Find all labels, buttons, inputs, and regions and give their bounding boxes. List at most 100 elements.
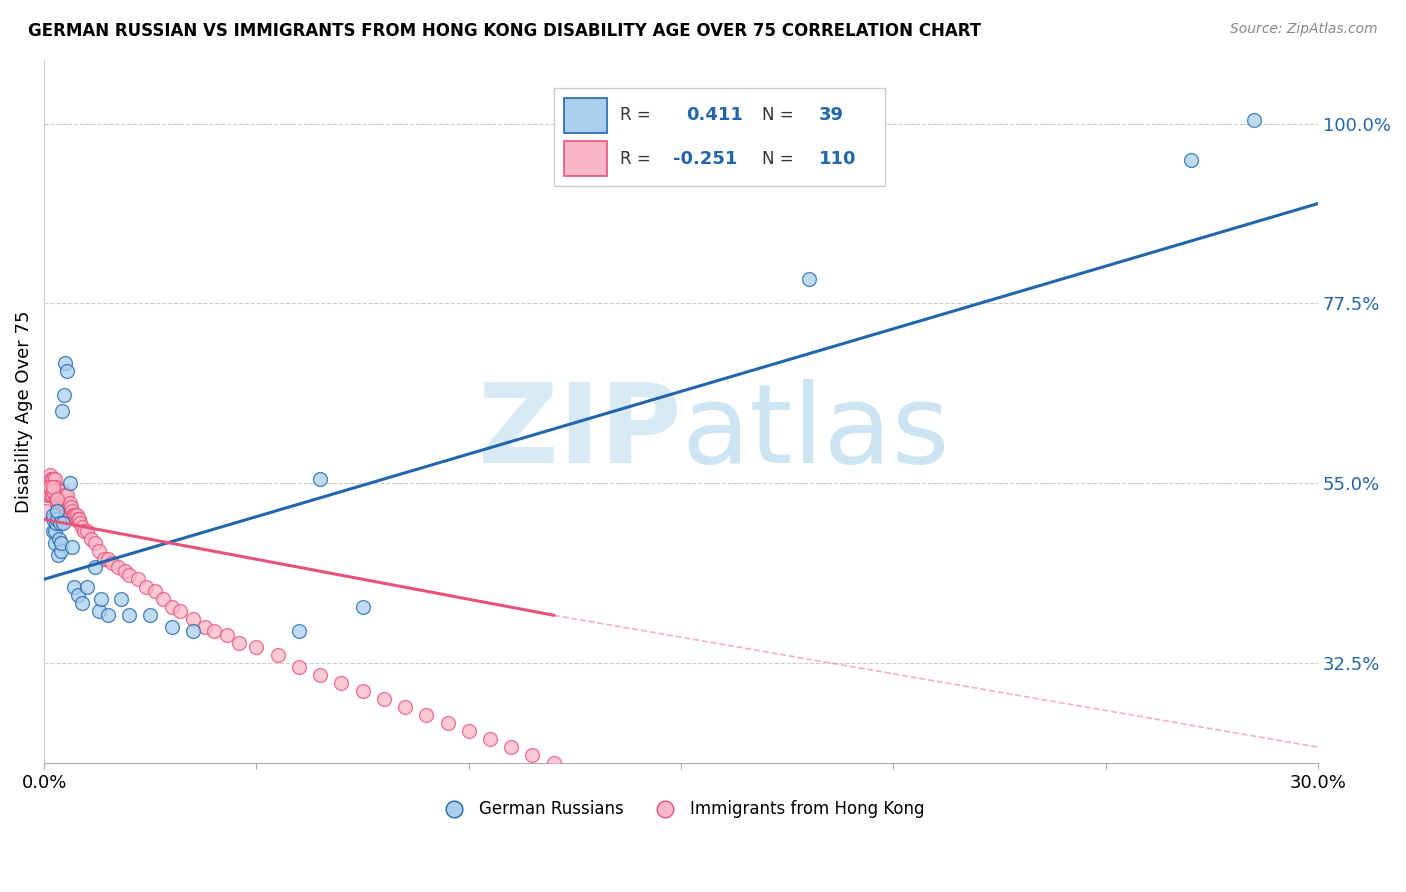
Point xyxy=(669,792,692,806)
Point xyxy=(52,484,75,499)
Point xyxy=(46,492,69,507)
Point xyxy=(41,472,63,486)
Point xyxy=(65,512,87,526)
Point xyxy=(152,592,174,607)
Point xyxy=(202,624,225,639)
Point xyxy=(46,484,69,499)
Point xyxy=(45,484,67,499)
Point xyxy=(49,516,72,531)
Point xyxy=(72,520,94,534)
Point xyxy=(44,472,66,486)
Point xyxy=(52,496,75,510)
Point xyxy=(352,600,374,615)
Point xyxy=(35,488,58,502)
Point xyxy=(63,508,86,523)
Point xyxy=(160,600,183,615)
Point xyxy=(501,740,523,755)
Point xyxy=(627,780,650,794)
Point xyxy=(60,504,83,518)
Point xyxy=(169,604,191,618)
Point xyxy=(1180,153,1202,167)
Point xyxy=(41,476,63,491)
Point xyxy=(882,848,904,863)
Point xyxy=(38,488,60,502)
Point xyxy=(110,592,132,607)
Point xyxy=(58,504,80,518)
Point xyxy=(84,560,107,574)
Point xyxy=(53,356,76,370)
Point xyxy=(479,732,502,747)
Point xyxy=(139,608,162,623)
Point xyxy=(42,480,65,494)
Point xyxy=(41,484,63,499)
Point xyxy=(266,648,288,663)
Point xyxy=(127,572,149,586)
Point xyxy=(42,480,65,494)
Point xyxy=(35,504,58,518)
Point xyxy=(42,472,65,486)
Point xyxy=(1243,112,1265,127)
Point xyxy=(44,488,66,502)
Point xyxy=(114,564,136,578)
Point xyxy=(394,700,416,714)
Point xyxy=(45,516,67,531)
Point xyxy=(309,472,332,486)
Point xyxy=(39,484,62,499)
Point xyxy=(93,552,115,566)
Point xyxy=(49,496,72,510)
Point xyxy=(41,524,63,539)
Point xyxy=(59,508,82,523)
Point xyxy=(41,488,63,502)
Point xyxy=(181,624,204,639)
Point xyxy=(37,484,59,499)
Point xyxy=(118,568,141,582)
Point xyxy=(48,533,70,547)
Point xyxy=(309,668,332,682)
Point xyxy=(45,480,67,494)
Point xyxy=(56,364,79,378)
Point xyxy=(51,492,73,507)
Point xyxy=(44,536,66,550)
Point xyxy=(457,724,479,739)
Point xyxy=(72,596,94,610)
Point xyxy=(39,488,62,502)
Point xyxy=(49,488,72,502)
Point xyxy=(585,768,607,782)
Point xyxy=(52,516,75,531)
Point xyxy=(48,484,70,499)
Point xyxy=(89,544,111,558)
Point xyxy=(76,524,98,539)
Point xyxy=(44,524,66,539)
Point xyxy=(797,272,820,286)
Point xyxy=(194,620,217,634)
Point xyxy=(228,636,250,650)
Point xyxy=(55,500,77,515)
Point xyxy=(62,508,84,523)
Point xyxy=(84,536,107,550)
Point xyxy=(56,500,79,515)
Point xyxy=(330,676,353,690)
Point xyxy=(48,496,70,510)
Point xyxy=(160,620,183,634)
Point xyxy=(45,512,67,526)
Point xyxy=(288,660,311,674)
Point xyxy=(60,500,83,515)
Point xyxy=(97,608,120,623)
Point xyxy=(73,524,96,539)
Point xyxy=(143,584,166,599)
Point xyxy=(49,536,72,550)
Point xyxy=(543,756,565,771)
Point xyxy=(66,508,89,523)
Point xyxy=(45,504,67,518)
Point xyxy=(797,824,820,838)
Point xyxy=(352,684,374,698)
Point xyxy=(135,580,157,594)
Point xyxy=(39,480,62,494)
Point xyxy=(925,860,948,874)
Point xyxy=(67,512,90,526)
Point xyxy=(67,512,90,526)
Point xyxy=(45,496,67,510)
Point xyxy=(101,556,124,570)
Point xyxy=(107,560,129,574)
Text: GERMAN RUSSIAN VS IMMIGRANTS FROM HONG KONG DISABILITY AGE OVER 75 CORRELATION C: GERMAN RUSSIAN VS IMMIGRANTS FROM HONG K… xyxy=(28,22,981,40)
